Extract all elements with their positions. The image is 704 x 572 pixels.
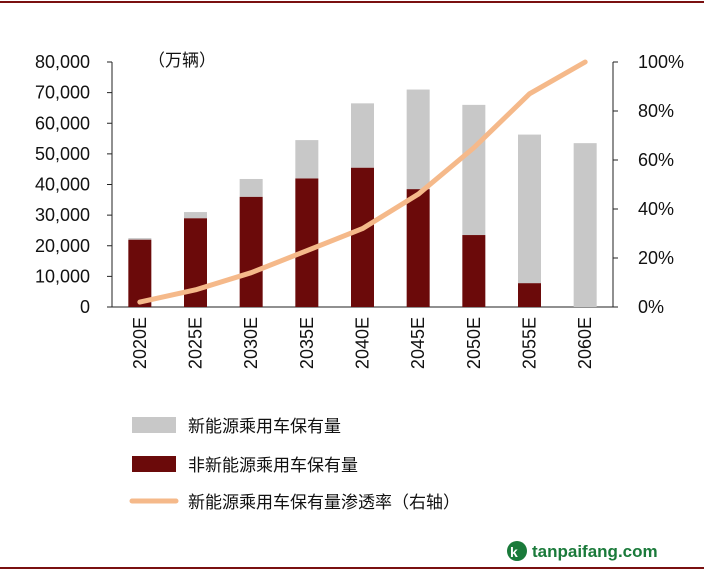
- legend-label-penetration: 新能源乘用车保有量渗透率（右轴）: [188, 493, 460, 513]
- y-left-tick-label: 80,000: [35, 52, 90, 72]
- bar-new-energy-2040E: [351, 103, 374, 168]
- y-right-tick-label: 40%: [638, 199, 674, 219]
- plot-area: 0 10,000 20,000 30,000 40,000 50,000 60,000 70,…: [35, 52, 684, 369]
- top-border-line: [0, 1, 704, 3]
- bar-non-new-energy-2040E: [351, 167, 374, 307]
- x-tick-label: 2060E: [575, 317, 595, 369]
- watermark-text: tanpaifang.com: [532, 542, 658, 561]
- x-tick-label: 2040E: [353, 317, 373, 369]
- legend-swatch-non-new-energy: [132, 456, 176, 472]
- x-tick-label: 2045E: [408, 317, 428, 369]
- y-left-tick-label: 70,000: [35, 83, 90, 103]
- y-axis-unit-label: （万辆）: [148, 51, 216, 71]
- bar-non-new-energy-2025E: [184, 218, 207, 307]
- bottom-border-line: [0, 567, 704, 569]
- bar-non-new-energy-2020E: [128, 239, 152, 307]
- x-tick-label: 2025E: [186, 317, 206, 369]
- watermark: k tanpaifang.com: [507, 541, 658, 561]
- y-right-tick-label: 60%: [638, 150, 674, 170]
- y-right-tick-label: 80%: [638, 101, 674, 121]
- bar-new-energy-2035E: [295, 140, 319, 179]
- bar-non-new-energy-2050E: [462, 235, 486, 307]
- y-right-tick-label: 100%: [638, 52, 684, 72]
- y-right-tick-label: 0%: [638, 297, 664, 317]
- y-right-tick-label: 20%: [638, 248, 674, 268]
- bar-non-new-energy-2055E: [518, 283, 541, 307]
- y-left-tick-label: 30,000: [35, 205, 90, 225]
- svg-text:k: k: [510, 544, 518, 560]
- x-tick-label: 2055E: [520, 317, 540, 369]
- bar-new-energy-2030E: [239, 178, 263, 197]
- y-left-tick-label: 10,000: [35, 266, 90, 286]
- legend-swatch-new-energy: [132, 417, 176, 433]
- y-left-tick-label: 20,000: [35, 236, 90, 256]
- legend: 新能源乘用车保有量 非新能源乘用车保有量 新能源乘用车保有量渗透率（右轴）: [129, 417, 460, 513]
- bar-non-new-energy-2030E: [239, 196, 263, 307]
- bar-new-energy-2055E: [518, 134, 541, 284]
- bar-new-energy-2025E: [184, 212, 207, 219]
- bar-new-energy-2020E: [128, 238, 152, 240]
- watermark-logo-icon: k: [507, 541, 527, 561]
- x-tick-label: 2020E: [130, 317, 150, 369]
- legend-label-non-new-energy: 非新能源乘用车保有量: [188, 456, 358, 476]
- y-left-tick-label: 40,000: [35, 175, 90, 195]
- bar-new-energy-2060E: [573, 143, 597, 307]
- y-left-tick-label: 0: [80, 297, 90, 317]
- x-tick-label: 2030E: [241, 317, 261, 369]
- bar-non-new-energy-2045E: [406, 189, 430, 307]
- x-tick-label: 2050E: [464, 317, 484, 369]
- y-left-tick-label: 50,000: [35, 144, 90, 164]
- bar-new-energy-2050E: [462, 104, 486, 236]
- bar-non-new-energy-2035E: [295, 178, 319, 307]
- y-left-tick-label: 60,000: [35, 113, 90, 133]
- x-tick-label: 2035E: [297, 317, 317, 369]
- legend-label-new-energy: 新能源乘用车保有量: [188, 417, 341, 437]
- bar-new-energy-2045E: [406, 89, 430, 190]
